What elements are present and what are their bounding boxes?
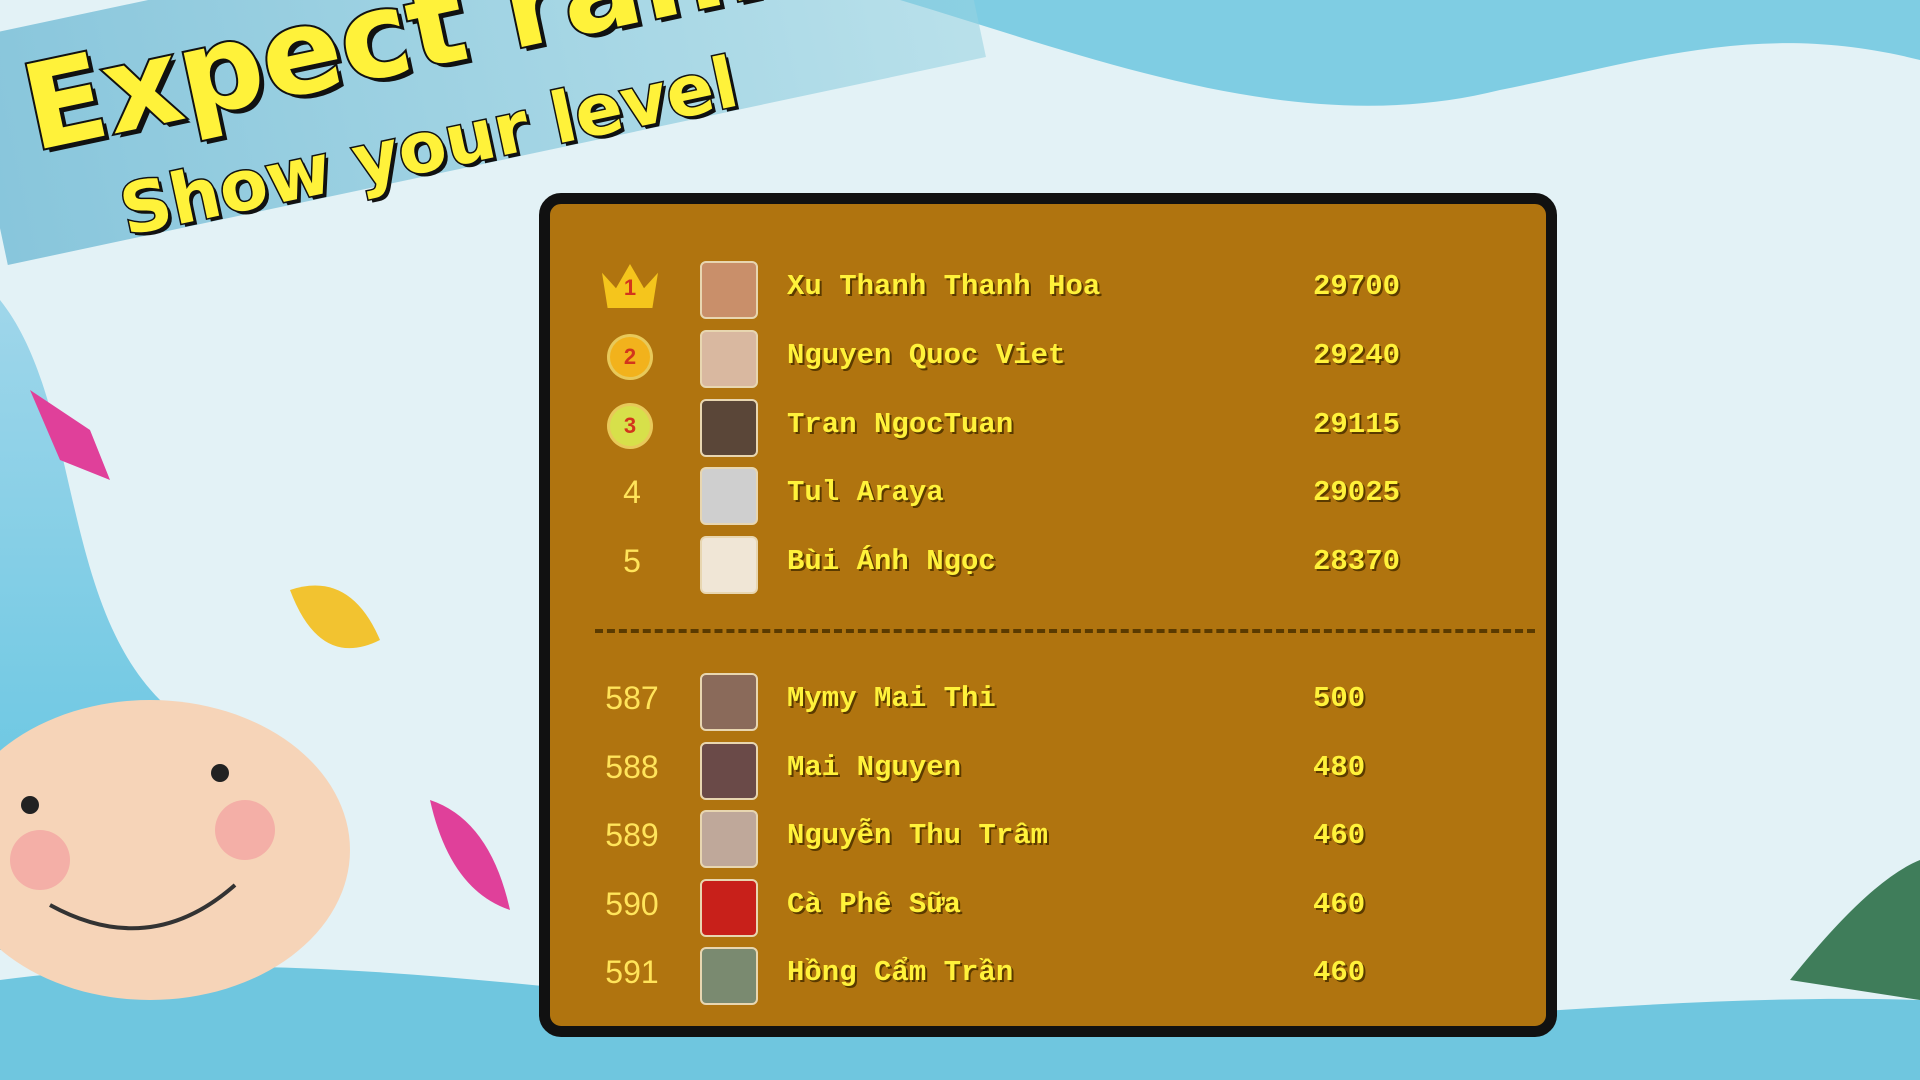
avatar <box>700 536 758 594</box>
leaderboard-row: 587 Mymy Mai Thi 500 <box>550 670 1546 731</box>
rank: 4 <box>623 474 641 510</box>
rank: 590 <box>605 886 659 922</box>
rank: 1 <box>623 275 637 300</box>
player-name: Bùi Ánh Ngọc <box>787 545 996 578</box>
player-name: Cà Phê Sữa <box>787 888 962 921</box>
leaderboard-row: 1 Xu Thanh Thanh Hoa 29700 <box>550 258 1546 319</box>
avatar <box>700 467 758 525</box>
fish <box>430 800 510 910</box>
score: 29025 <box>1313 476 1401 509</box>
rank: 591 <box>605 954 659 990</box>
player-name: Hồng Cẩm Trần <box>787 956 1014 989</box>
player-name: Mai Nguyen <box>787 751 962 784</box>
rock <box>1790 860 1920 1000</box>
sea <box>0 966 1920 1080</box>
leaderboard-row: 590 Cà Phê Sữa 460 <box>550 876 1546 937</box>
divider <box>595 629 1535 633</box>
score: 29240 <box>1313 339 1401 372</box>
player-name: Mymy Mai Thi <box>787 682 996 715</box>
player-name: Tul Araya <box>787 476 944 509</box>
eye <box>211 764 229 782</box>
avatar <box>700 742 758 800</box>
fish <box>290 585 380 649</box>
leaderboard-row: 589 Nguyễn Thu Trâm 460 <box>550 807 1546 868</box>
wave <box>900 0 1920 106</box>
score: 480 <box>1313 751 1366 784</box>
leaderboard-row: 2 Nguyen Quoc Viet 29240 <box>550 327 1546 388</box>
avatar <box>700 330 758 388</box>
cheek <box>10 830 70 890</box>
leaderboard-row: 5 Bùi Ánh Ngọc 28370 <box>550 533 1546 594</box>
cheek <box>215 800 275 860</box>
rank: 589 <box>605 817 659 853</box>
leaderboard-row: 3 Tran NgocTuan 29115 <box>550 396 1546 457</box>
score: 28370 <box>1313 545 1401 578</box>
player-name: Nguyen Quoc Viet <box>787 339 1066 372</box>
score: 460 <box>1313 888 1366 921</box>
rank: 5 <box>623 543 641 579</box>
face <box>0 700 350 1000</box>
player-name: Xu Thanh Thanh Hoa <box>787 270 1101 303</box>
avatar <box>700 879 758 937</box>
leaderboard-row: 591 Hồng Cẩm Trần 460 <box>550 944 1546 1005</box>
player-name: Nguyễn Thu Trâm <box>787 819 1049 852</box>
fish <box>30 390 110 480</box>
leaderboard-row: 588 Mai Nguyen 480 <box>550 739 1546 800</box>
rank: 588 <box>605 749 659 785</box>
avatar <box>700 399 758 457</box>
avatar <box>700 810 758 868</box>
leaderboard-row: 4 Tul Araya 29025 <box>550 464 1546 525</box>
player-name: Tran NgocTuan <box>787 408 1014 441</box>
avatar <box>700 947 758 1005</box>
score: 460 <box>1313 819 1366 852</box>
leaderboard-panel: 1 Xu Thanh Thanh Hoa 29700 2 Nguyen Quoc Vie… <box>539 193 1557 1037</box>
eye <box>21 796 39 814</box>
avatar <box>700 673 758 731</box>
avatar <box>700 261 758 319</box>
rank: 3 <box>610 406 650 446</box>
score: 29700 <box>1313 270 1401 303</box>
smile <box>49 883 237 931</box>
rank: 587 <box>605 680 659 716</box>
score: 460 <box>1313 956 1366 989</box>
score: 500 <box>1313 682 1366 715</box>
rank: 2 <box>610 337 650 377</box>
score: 29115 <box>1313 408 1401 441</box>
